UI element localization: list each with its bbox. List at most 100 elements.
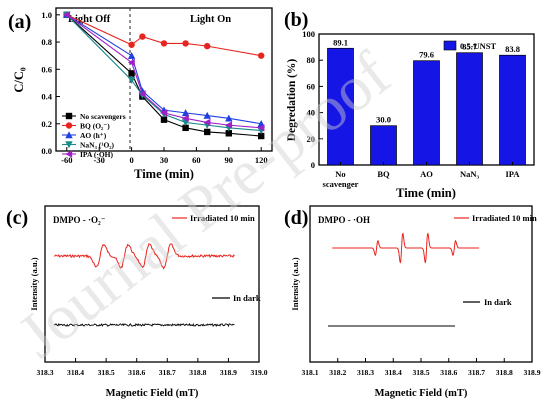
data-point-a-4 [160, 109, 168, 117]
series-irradiated-c [54, 243, 235, 270]
bar-2 [413, 60, 440, 166]
x-tick-label-d: 318.9 [523, 368, 540, 377]
bar-value-label-2: 79.6 [419, 50, 434, 60]
data-point-a-1 [128, 41, 135, 48]
panel-label-d: (d) [284, 207, 308, 229]
legend-label-a-3: NaN₃ (¹O₂) [80, 141, 115, 150]
data-point-a-2 [225, 114, 233, 122]
data-point-a-1 [160, 40, 168, 47]
legend-marker-a-1 [65, 122, 73, 129]
panel-label-c: (c) [6, 207, 28, 229]
bar-value-label-0: 89.1 [333, 37, 348, 47]
data-point-a-4 [181, 114, 189, 123]
x-tick-label-c: 318.9 [220, 368, 237, 377]
x-tick-label-a: 90 [225, 155, 234, 165]
series-line-a-4 [66, 14, 262, 129]
x-tick-label-c: 318.6 [128, 368, 145, 377]
panel-b: (b) 89.1 30.0 79.6 85.7 83.8 0 20 40 60 80 100 No… [284, 9, 535, 200]
data-point-a-0 [258, 132, 265, 140]
x-tick-label-d: 318.4 [385, 368, 402, 377]
category-label-1: BQ [377, 169, 390, 179]
y-tick-label-a: 0.8 [41, 37, 52, 47]
data-point-a-1 [182, 40, 189, 47]
legend-marker-a-4 [65, 150, 73, 158]
panel-label-a: (a) [8, 11, 31, 33]
bar-0 [327, 47, 354, 166]
bar-3 [456, 52, 483, 166]
x-tick-label-a: 60 [192, 155, 201, 165]
x-tick-label-c: 318.5 [98, 368, 115, 377]
category-label-4: IPA [505, 169, 520, 179]
data-point-a-2 [181, 109, 190, 117]
data-point-a-4 [127, 58, 135, 67]
legend-marker-a-3 [65, 141, 73, 149]
x-tick-label-c: 318.7 [159, 368, 176, 377]
y-tick-label-b: 0 [311, 160, 315, 170]
legend-marker-a-2 [65, 131, 73, 139]
y-axis-label-c: Intensity (a.u.) [29, 257, 39, 310]
series-line-a-3 [66, 14, 262, 132]
data-point-a-0 [182, 124, 189, 132]
bar-value-label-1: 30.0 [376, 115, 391, 125]
watermark: Journal Pre-proof [5, 38, 404, 371]
series-irradiated-d [332, 232, 480, 264]
panel-label-b: (b) [284, 9, 308, 31]
y-axis-label-d: Intensity (a.u.) [290, 257, 300, 310]
data-point-a-1 [258, 52, 265, 59]
x-tick-label-d: 318.5 [412, 368, 429, 377]
data-point-a-4 [225, 121, 232, 129]
data-point-a-3 [127, 76, 136, 84]
x-tick-label-d: 318.2 [329, 368, 346, 377]
legend-label-a-1: BQ (O₂⁻) [80, 122, 110, 131]
x-tick-label-d: 318.8 [496, 368, 513, 377]
x-axis-label-a: Time (min) [134, 167, 194, 181]
data-point-a-2 [127, 51, 136, 59]
y-tick-label-b: 40 [307, 108, 316, 118]
y-tick-label-a: 0.2 [41, 119, 52, 129]
chart-title-c: DMPO - ·O₂⁻ [53, 215, 106, 225]
y-axis-label-a: C/C₀ [12, 67, 26, 93]
category-label-2: AO [420, 169, 433, 179]
data-point-a-2 [203, 111, 211, 119]
x-tick-label-d: 318.6 [440, 368, 457, 377]
x-tick-label-d: 318.3 [357, 368, 374, 377]
panel-d: (d) DMPO - ·OH Irradiated 10 min In dark… [284, 205, 541, 399]
x-tick-label-d: 318.7 [468, 368, 485, 377]
data-point-a-4 [203, 118, 211, 127]
y-tick-label-a: 1.0 [41, 10, 52, 20]
data-point-a-4 [138, 90, 146, 98]
legend-label-a-4: IPA (·OH) [80, 150, 113, 159]
plot-frame-c [44, 205, 260, 363]
legend-b: 0.5-UNST [443, 40, 496, 51]
x-axis-label-c: Magnetic Field (mT) [106, 388, 199, 399]
panel-c: (c) DMPO - ·O₂⁻ Irradiated 10 min In dar… [6, 205, 268, 399]
plot-frame-d [309, 205, 533, 363]
data-point-a-1 [204, 42, 211, 50]
bar-value-label-4: 83.8 [505, 44, 520, 54]
x-axis-label-d: Magnetic Field (mT) [375, 388, 468, 399]
data-point-a-0 [128, 70, 135, 77]
category-label-0: No [335, 169, 345, 179]
legend-swatch-0.5-unst [443, 40, 457, 51]
x-tick-label-a: -30 [94, 155, 105, 165]
bar-1 [370, 125, 397, 166]
x-axis-label-b: Time (min) [396, 186, 456, 200]
y-tick-label-b: 100 [302, 29, 315, 39]
data-point-a-0 [160, 116, 168, 123]
y-tick-label-a: 0.0 [41, 146, 52, 156]
x-tick-label-a: 120 [255, 155, 268, 165]
category-label-3: NaN₃ [460, 169, 480, 179]
region-label-light-off: Light Off [68, 14, 111, 25]
x-tick-label-c: 318.3 [36, 368, 53, 377]
region-label-light-on: Light On [190, 14, 231, 25]
y-axis-label-b: Degredation (%) [286, 59, 298, 142]
y-tick-label-a: 0.6 [41, 64, 52, 74]
legend-label-dark-d: In dark [484, 297, 512, 307]
category-label-0: scavenger [323, 179, 359, 189]
x-tick-label-a: 30 [160, 155, 169, 165]
legend-label-a-0: No scavengers [80, 112, 126, 121]
chart-title-d: DMPO - ·OH [318, 215, 370, 225]
data-point-a-0 [225, 130, 232, 137]
